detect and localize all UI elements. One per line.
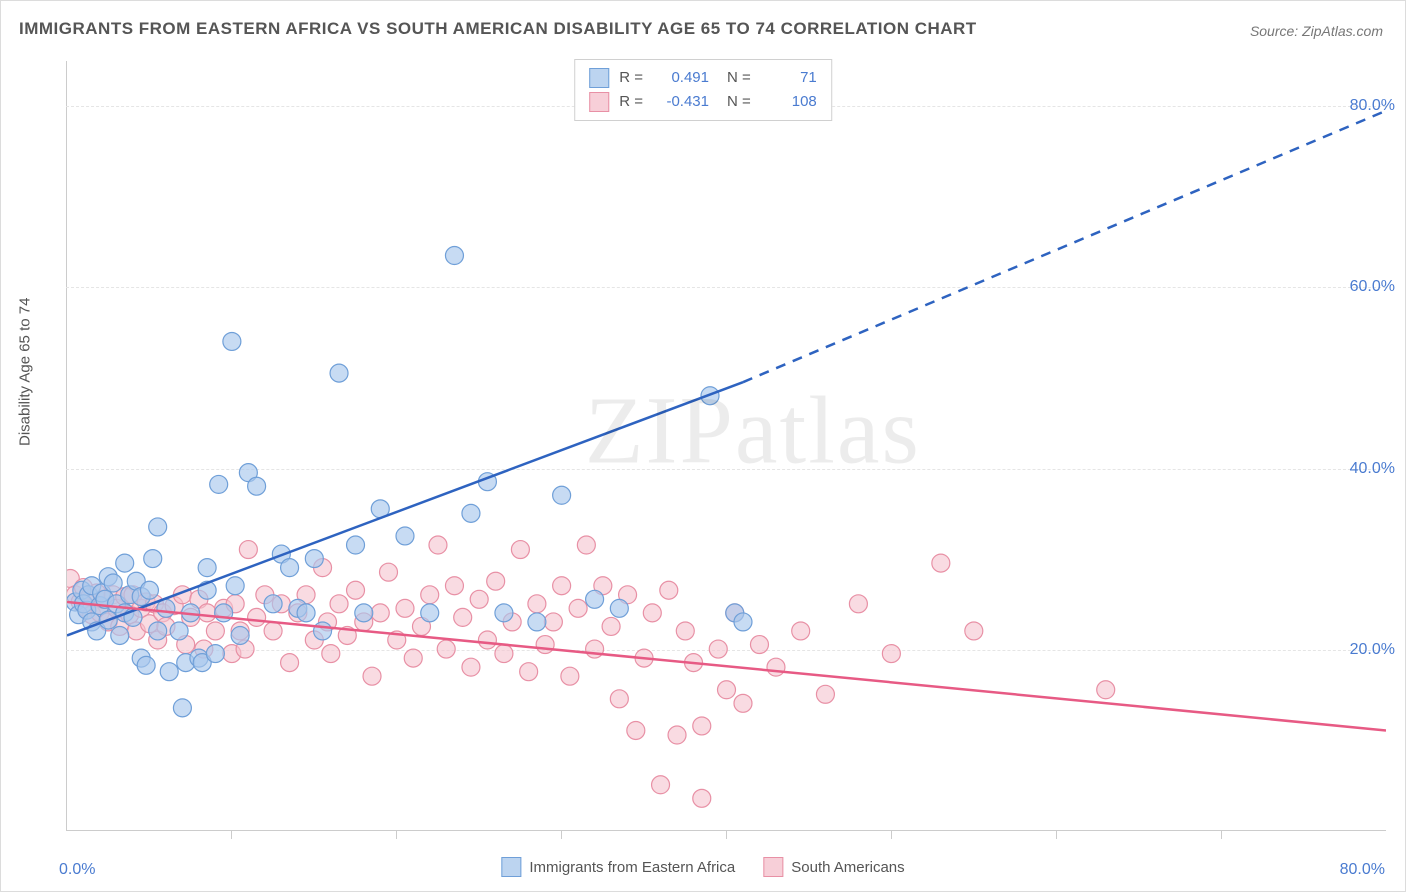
x-tick-mark (396, 831, 397, 839)
chart-container: IMMIGRANTS FROM EASTERN AFRICA VS SOUTH … (0, 0, 1406, 892)
legend-swatch-a-bottom (501, 857, 521, 877)
legend-swatch-b-bottom (763, 857, 783, 877)
x-tick-mark (231, 831, 232, 839)
legend-label-a: Immigrants from Eastern Africa (529, 859, 735, 876)
n-value-b: 108 (761, 90, 817, 114)
correlation-legend: R = 0.491 N = 71 R = -0.431 N = 108 (574, 59, 832, 121)
x-tick-mark (1056, 831, 1057, 839)
series-legend: Immigrants from Eastern Africa South Ame… (501, 857, 904, 877)
x-tick-mark (1221, 831, 1222, 839)
x-tick-max: 80.0% (1340, 861, 1385, 879)
source-attribution: Source: ZipAtlas.com (1250, 23, 1383, 39)
r-value-b: -0.431 (653, 90, 709, 114)
r-label: R = (619, 90, 643, 114)
n-label: N = (727, 90, 751, 114)
legend-swatch-a (589, 68, 609, 88)
x-tick-mark (726, 831, 727, 839)
legend-label-b: South Americans (791, 859, 904, 876)
y-axis-title: Disability Age 65 to 74 (17, 298, 34, 446)
x-tick-mark (561, 831, 562, 839)
legend-item-a: Immigrants from Eastern Africa (501, 857, 735, 877)
r-value-a: 0.491 (653, 66, 709, 90)
n-label: N = (727, 66, 751, 90)
r-label: R = (619, 66, 643, 90)
legend-row-series-a: R = 0.491 N = 71 (589, 66, 817, 90)
legend-row-series-b: R = -0.431 N = 108 (589, 90, 817, 114)
chart-title: IMMIGRANTS FROM EASTERN AFRICA VS SOUTH … (19, 19, 977, 39)
legend-item-b: South Americans (763, 857, 904, 877)
x-tick-min: 0.0% (59, 861, 95, 879)
n-value-a: 71 (761, 66, 817, 90)
legend-swatch-b (589, 92, 609, 112)
x-tick-mark (891, 831, 892, 839)
scatter-plot-svg (67, 61, 1386, 830)
plot-area: ZIPatlas (66, 61, 1386, 831)
